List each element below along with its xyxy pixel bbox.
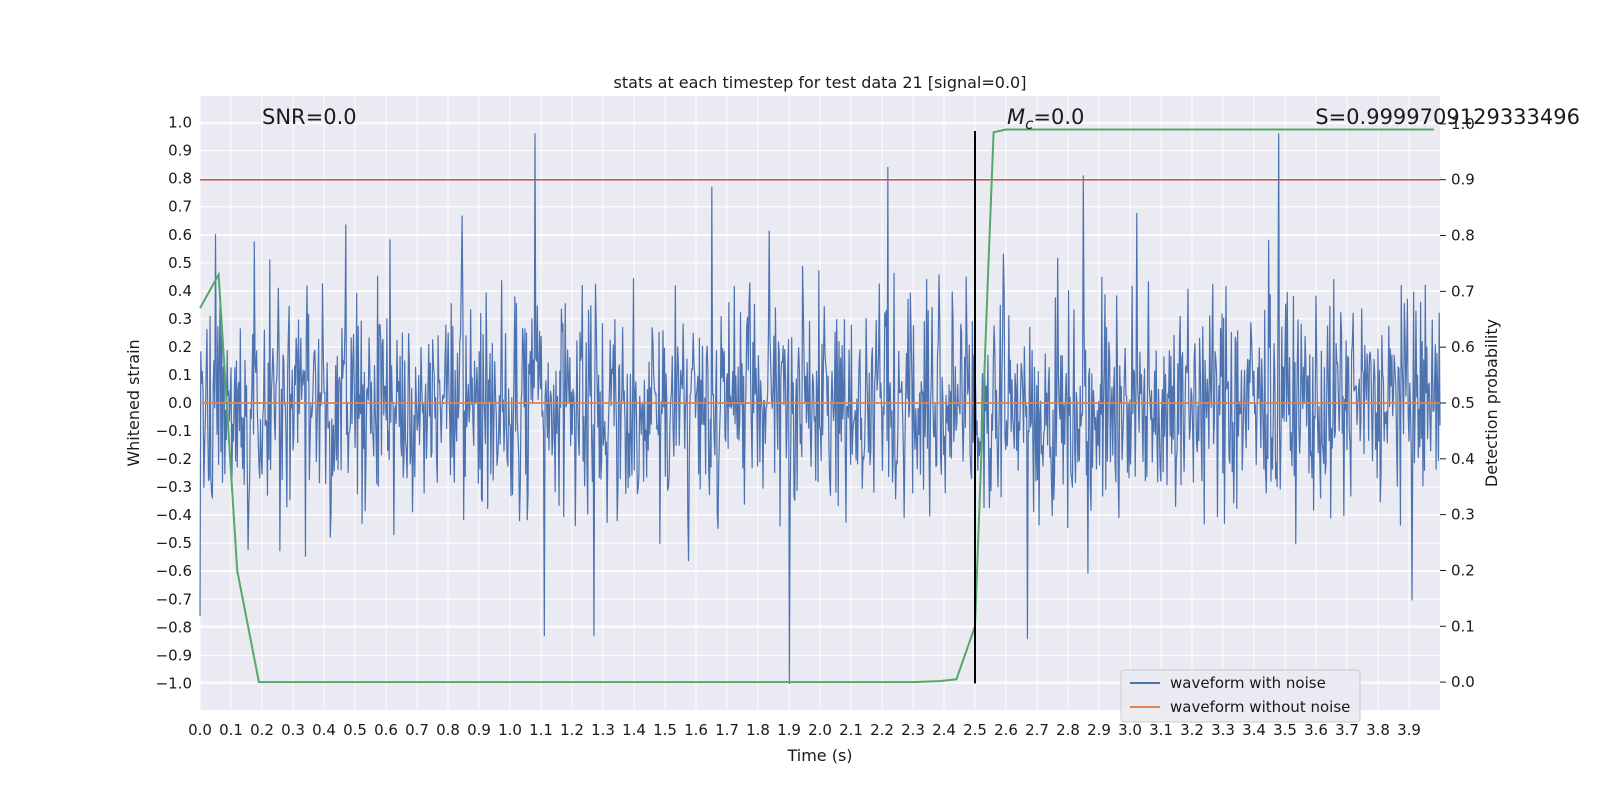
x-tick-label: 1.3 bbox=[591, 721, 615, 739]
y2-tick-label: 0.1 bbox=[1451, 617, 1475, 635]
x-tick-label: 1.1 bbox=[529, 721, 553, 739]
y-tick-label: −0.6 bbox=[156, 562, 192, 580]
x-tick-label: 3.7 bbox=[1335, 721, 1359, 739]
y-tick-label: 0.6 bbox=[168, 226, 192, 244]
x-tick-label: 2.1 bbox=[839, 721, 863, 739]
x-tick-label: 2.5 bbox=[963, 721, 987, 739]
chirp-mass-value: =0.0 bbox=[1033, 105, 1084, 129]
y-tick-label: 0.3 bbox=[168, 310, 192, 328]
y-tick-label: −0.3 bbox=[156, 478, 192, 496]
chart-title: stats at each timestep for test data 21 … bbox=[614, 73, 1027, 92]
x-tick-label: 1.8 bbox=[746, 721, 770, 739]
legend-box bbox=[1120, 669, 1361, 723]
x-tick-label: 0.1 bbox=[219, 721, 243, 739]
x-tick-label: 3.5 bbox=[1273, 721, 1297, 739]
legend-label-clean: waveform without noise bbox=[1170, 698, 1350, 716]
x-tick-label: 2.4 bbox=[932, 721, 956, 739]
score-annotation: S=0.9999709129333496 bbox=[1315, 105, 1580, 129]
y-tick-label: −0.2 bbox=[156, 450, 192, 468]
x-tick-label: 1.4 bbox=[622, 721, 646, 739]
x-tick-label: 2.8 bbox=[1056, 721, 1080, 739]
x-tick-label: 3.3 bbox=[1211, 721, 1235, 739]
x-tick-label: 2.9 bbox=[1087, 721, 1111, 739]
x-tick-label: 0.5 bbox=[343, 721, 367, 739]
x-tick-label: 1.0 bbox=[498, 721, 522, 739]
y-tick-label: −0.8 bbox=[156, 618, 192, 636]
y-tick-label: −0.9 bbox=[156, 646, 192, 664]
x-tick-label: 3.9 bbox=[1397, 721, 1421, 739]
y2-axis-ticks: 1.0 0.9 0.8 0.7 0.6 0.5 0.4 0.3 0.2 0.1 0.0 bbox=[1440, 115, 1475, 691]
y-tick-label: 0.2 bbox=[168, 338, 192, 356]
x-tick-label: 0.0 bbox=[188, 721, 212, 739]
y-tick-label: 0.9 bbox=[168, 142, 192, 160]
x-tick-label: 2.0 bbox=[808, 721, 832, 739]
overlay-lines bbox=[199, 128, 1440, 684]
x-tick-label: 2.6 bbox=[994, 721, 1018, 739]
x-tick-label: 2.3 bbox=[901, 721, 925, 739]
x-axis-label: Time (s) bbox=[786, 746, 852, 765]
x-tick-label: 3.2 bbox=[1180, 721, 1204, 739]
y2-tick-label: 0.0 bbox=[1451, 673, 1475, 691]
y2-tick-label: 0.2 bbox=[1451, 561, 1475, 579]
y-tick-label: 0.8 bbox=[168, 170, 192, 188]
y2-tick-label: 0.4 bbox=[1451, 450, 1475, 468]
chirp-mass-annotation: Mc=0.0 bbox=[1007, 105, 1084, 133]
x-tick-label: 2.7 bbox=[1025, 721, 1049, 739]
y-tick-label: 0.7 bbox=[168, 198, 192, 216]
y-tick-label: 1.0 bbox=[168, 114, 192, 132]
x-tick-label: 3.0 bbox=[1118, 721, 1142, 739]
y-tick-label: 0.5 bbox=[168, 254, 192, 272]
x-tick-label: 3.8 bbox=[1366, 721, 1390, 739]
chirp-mass-symbol: M bbox=[1007, 105, 1025, 129]
y2-tick-label: 0.3 bbox=[1451, 506, 1475, 524]
legend: waveform with noise waveform without noi… bbox=[1120, 669, 1361, 723]
x-tick-label: 0.2 bbox=[250, 721, 274, 739]
x-tick-label: 0.4 bbox=[312, 721, 336, 739]
snr-annotation: SNR=0.0 bbox=[262, 105, 357, 129]
x-tick-label: 1.6 bbox=[684, 721, 708, 739]
y-axis-label: Whitened strain bbox=[124, 339, 143, 466]
y2-tick-label: 0.7 bbox=[1451, 282, 1475, 300]
legend-label-noise: waveform with noise bbox=[1170, 674, 1326, 692]
y-axis-ticks: 1.0 0.9 0.8 0.7 0.6 0.5 0.4 0.3 0.2 0.1 0.0 −0.1 −0.… bbox=[156, 114, 192, 693]
y-tick-label: −0.7 bbox=[156, 590, 192, 608]
noise-line bbox=[199, 133, 1441, 684]
x-tick-label: 0.8 bbox=[436, 721, 460, 739]
y-tick-label: −0.1 bbox=[156, 422, 192, 440]
y2-tick-label: 0.5 bbox=[1451, 394, 1475, 412]
y-tick-label: 0.0 bbox=[168, 394, 192, 412]
x-tick-label: 0.7 bbox=[405, 721, 429, 739]
y2-tick-label: 0.6 bbox=[1451, 338, 1475, 356]
y2-axis-label: Detection probability bbox=[1482, 319, 1501, 487]
x-tick-label: 1.5 bbox=[653, 721, 677, 739]
x-tick-label: 3.6 bbox=[1304, 721, 1328, 739]
x-tick-label: 1.7 bbox=[715, 721, 739, 739]
y-tick-label: 0.4 bbox=[168, 282, 192, 300]
x-tick-label: 0.3 bbox=[281, 721, 305, 739]
x-tick-label: 2.2 bbox=[870, 721, 894, 739]
y2-tick-label: 0.8 bbox=[1451, 227, 1475, 245]
x-tick-label: 1.2 bbox=[560, 721, 584, 739]
y-tick-label: −0.5 bbox=[156, 534, 192, 552]
y-tick-label: −0.4 bbox=[156, 506, 192, 524]
x-tick-label: 1.9 bbox=[777, 721, 801, 739]
x-tick-label: 0.6 bbox=[374, 721, 398, 739]
detection-probability-line bbox=[199, 128, 1434, 684]
chirp-mass-subscript: c bbox=[1025, 115, 1034, 133]
y-tick-label: 0.1 bbox=[168, 366, 192, 384]
y2-tick-label: 0.9 bbox=[1451, 171, 1475, 189]
x-tick-label: 3.4 bbox=[1242, 721, 1266, 739]
x-axis-ticks: 0.0 0.1 0.2 0.3 0.4 0.5 0.6 0.7 0.8 0.9 1.0 1.1 1.2 1… bbox=[188, 721, 1421, 739]
y2-tick-label: 1.0 bbox=[1451, 115, 1475, 133]
x-tick-label: 3.1 bbox=[1149, 721, 1173, 739]
y-tick-label: −1.0 bbox=[156, 674, 192, 692]
series-waveform-with-noise bbox=[199, 133, 1441, 684]
x-tick-label: 0.9 bbox=[467, 721, 491, 739]
